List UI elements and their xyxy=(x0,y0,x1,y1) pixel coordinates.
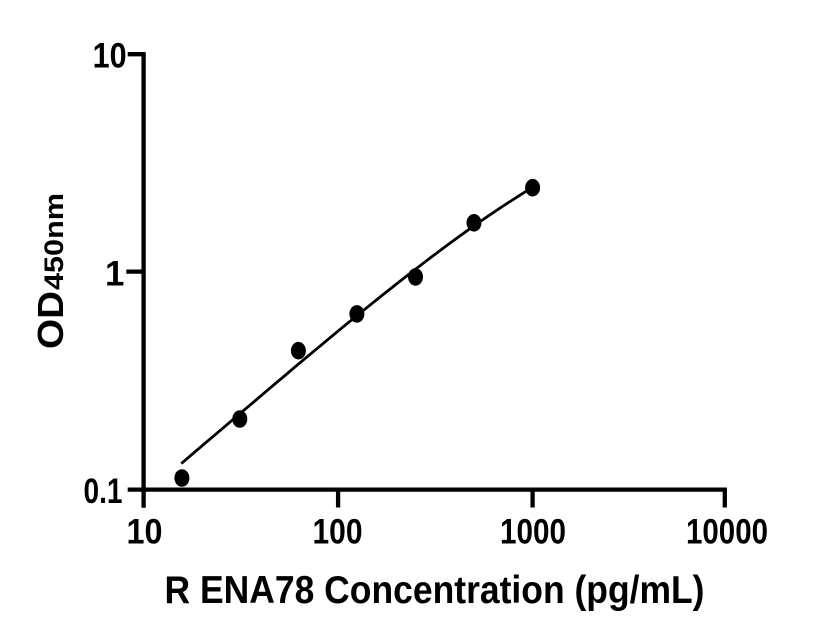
svg-text:0.1: 0.1 xyxy=(84,472,123,511)
svg-text:1000: 1000 xyxy=(500,513,566,552)
svg-text:10: 10 xyxy=(127,513,163,552)
svg-text:10000: 10000 xyxy=(686,513,768,552)
svg-text:450nm: 450nm xyxy=(39,193,69,290)
svg-text:OD: OD xyxy=(30,291,71,349)
svg-text:1: 1 xyxy=(105,254,124,293)
svg-text:100: 100 xyxy=(313,513,363,552)
svg-text:10: 10 xyxy=(93,37,127,76)
svg-text:R ENA78 Concentration (pg/mL): R ENA78 Concentration (pg/mL) xyxy=(165,569,705,612)
